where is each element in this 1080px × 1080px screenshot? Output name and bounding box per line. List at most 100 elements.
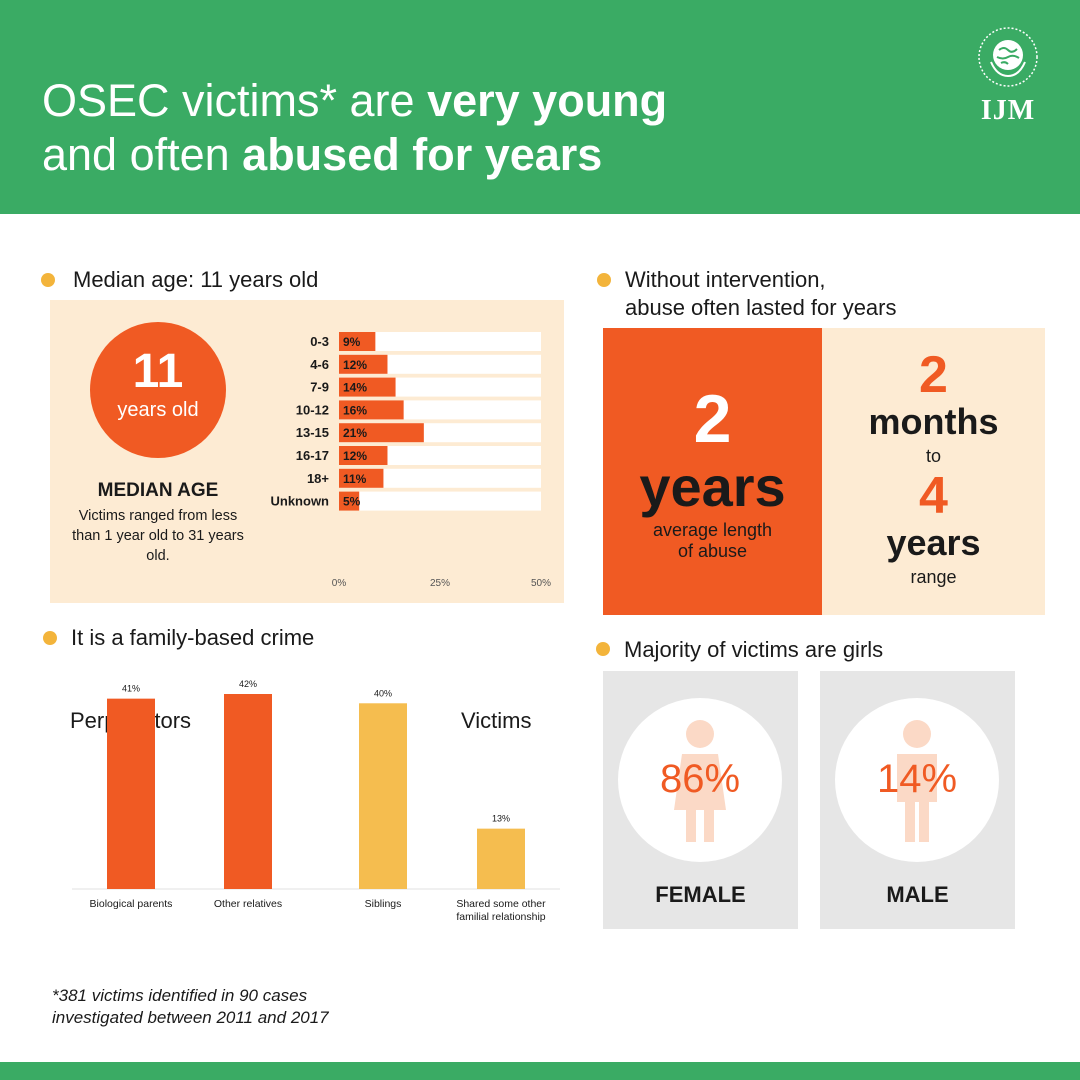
duration-heading: Without intervention, abuse often lasted… [625,266,897,322]
age-distribution-chart: 0-3 9% 4-6 12% 7-9 14% 10-12 16% 13-15 21% 16-17 12… [271,332,551,589]
male-label: MALE [886,882,949,907]
range-to: to [925,446,941,466]
data-label: 41% [122,684,140,694]
range-from-word: months [868,401,999,442]
title-line2-regular: and often [42,129,243,180]
title-line2-bold: abused for years [242,129,603,180]
family-bar-chart: PerpetratorsVictims41%Biological parents… [70,679,560,923]
bar-track [339,354,541,374]
median-age-number: 11 [132,345,184,398]
bar-track [339,468,541,488]
bar [339,491,360,511]
range-to-number: 4 [919,467,948,525]
bar-track [339,332,541,351]
bar [339,377,396,397]
victims-label: Victims [461,708,532,733]
bar [339,354,388,374]
average-caption-line1: average length [652,520,773,540]
median-age-panel: 11 years old MEDIAN AGE Victims ranged f… [50,300,564,603]
data-label: 13% [492,814,510,824]
average-duration-panel: 2 years average length of abuse [603,328,822,615]
data-label: 5% [343,495,361,509]
category-label: familial relationship [456,911,545,923]
category-label: 0-3 [310,334,329,349]
category-label: 16-17 [296,448,329,463]
bar [359,703,407,889]
bullet-dot [43,631,57,645]
data-label: 12% [343,358,367,372]
category-label: Shared some other [456,898,546,910]
bullet-dot [597,273,611,287]
family-heading: It is a family-based crime [71,625,315,650]
footnote-line2: investigated between 2011 and 2017 [52,1008,329,1027]
median-age-circle: 11 years old [90,322,226,458]
page-title: OSEC victims* are very young and often a… [42,74,667,182]
bar [339,400,404,420]
category-label: Unknown [271,494,330,509]
female-circle: 86% [618,698,782,862]
tick-label: 0% [332,578,347,589]
male-card: 14% MALE [820,671,1015,929]
data-label: 42% [239,679,257,689]
average-duration-caption: average length of abuse [603,520,822,562]
average-duration-number: 2 [693,381,732,457]
range-duration-panel: 2 months to 4 years range [822,328,1045,615]
header-banner: OSEC victims* are very young and often a… [0,0,1080,214]
category-label: 10-12 [296,402,329,417]
bullet-dot [41,273,55,287]
bar [339,468,384,488]
data-label: 40% [374,688,392,698]
data-label: 16% [343,403,367,417]
data-label: 21% [343,426,367,440]
footer-bar [0,1062,1080,1080]
female-card: 86% FEMALE [603,671,798,929]
average-caption-line2: of abuse [677,541,748,561]
category-label: Other relatives [214,898,282,910]
female-figure-icon [674,720,726,842]
male-circle: 14% [835,698,999,862]
category-label: Biological parents [90,898,173,910]
footnote: *381 victims identified in 90 cases inve… [52,985,329,1029]
logo-text: IJM [980,95,1036,126]
range-from-number: 2 [919,346,948,404]
female-label: FEMALE [655,882,746,907]
bar [339,332,376,351]
median-age-title: MEDIAN AGE [97,480,219,501]
median-age-unit: years old [117,399,199,421]
duration-heading-line2: abuse often lasted for years [625,295,897,320]
bar [339,446,388,465]
ijm-logo: IJM [970,26,1046,127]
category-label: 13-15 [296,425,329,440]
category-label: 7-9 [310,380,329,395]
data-label: 14% [343,381,367,395]
tick-label: 25% [430,578,450,589]
tick-label: 50% [531,578,551,589]
duration-heading-line1: Without intervention, [625,267,826,292]
gender-heading: Majority of victims are girls [624,637,884,662]
data-label: 9% [343,335,361,349]
category-label: 18+ [307,471,329,486]
range-to-word: years [886,522,981,563]
category-label: 4-6 [310,357,329,372]
title-line1-bold: very young [427,75,668,126]
median-heading: Median age: 11 years old [73,267,319,292]
category-label: Siblings [365,898,402,910]
globe-wreath-icon [978,27,1038,87]
median-age-subtitle: Victims ranged from less than 1 year old… [72,508,244,564]
female-percent: 86% [659,757,741,801]
bar [339,423,424,443]
average-duration-word: years [639,455,786,518]
range-caption: range [910,567,957,587]
bar-track [339,446,541,465]
male-figure-icon [897,720,937,842]
bar [477,828,525,889]
bar [224,694,272,889]
data-label: 12% [343,449,367,463]
bullet-dot [596,642,610,656]
bar [107,698,155,889]
male-percent: 14% [876,757,958,801]
bar-track [339,491,541,511]
title-line1-regular: OSEC victims* are [42,75,428,126]
footnote-line1: *381 victims identified in 90 cases [52,986,308,1005]
data-label: 11% [343,472,367,486]
